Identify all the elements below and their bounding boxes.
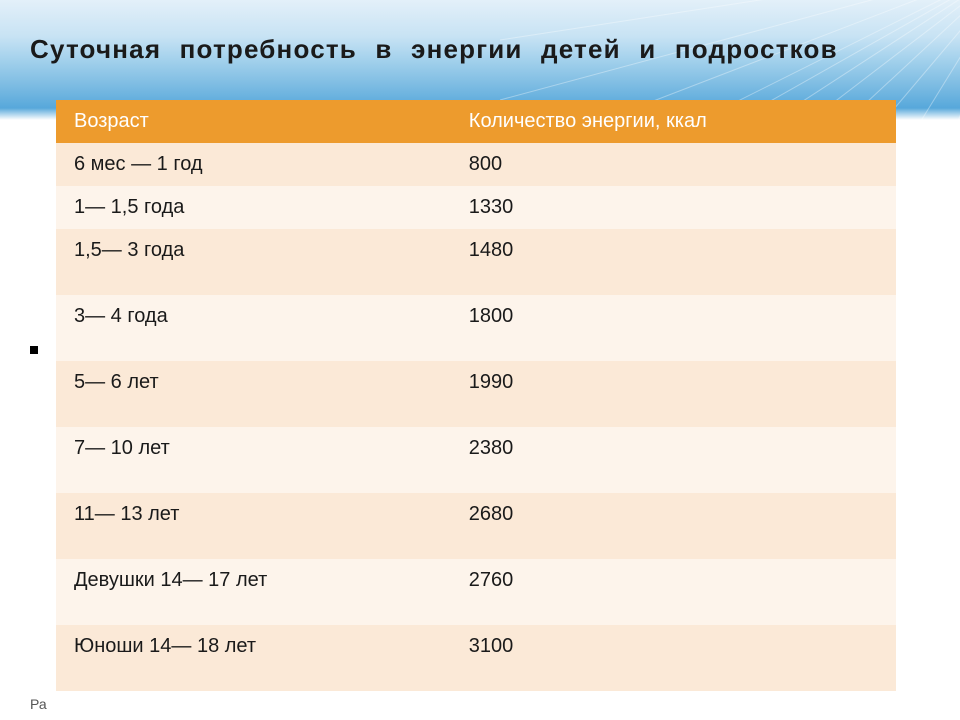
cell-age: Юноши 14— 18 лет [56, 625, 451, 691]
cell-age: 1— 1,5 года [56, 186, 451, 229]
cell-kcal: 1330 [451, 186, 896, 229]
table-row: 11— 13 лет2680 [56, 493, 896, 559]
table-row: Девушки 14— 17 лет2760 [56, 559, 896, 625]
energy-requirements-table: Возраст Количество энергии, ккал 6 мес —… [56, 100, 896, 691]
cell-age: 3— 4 года [56, 295, 451, 361]
cell-age: 5— 6 лет [56, 361, 451, 427]
table-header-row: Возраст Количество энергии, ккал [56, 100, 896, 143]
cell-kcal: 3100 [451, 625, 896, 691]
footer-fragment: Ра [30, 696, 47, 712]
table-row: 6 мес — 1 год800 [56, 143, 896, 186]
cell-age: Девушки 14— 17 лет [56, 559, 451, 625]
cell-kcal: 2760 [451, 559, 896, 625]
table-row: Юноши 14— 18 лет3100 [56, 625, 896, 691]
cell-age: 11— 13 лет [56, 493, 451, 559]
table-row: 7— 10 лет2380 [56, 427, 896, 493]
table-row: 3— 4 года1800 [56, 295, 896, 361]
table-row: 1,5— 3 года1480 [56, 229, 896, 295]
table-row: 5— 6 лет1990 [56, 361, 896, 427]
cell-kcal: 1800 [451, 295, 896, 361]
cell-age: 6 мес — 1 год [56, 143, 451, 186]
col-header-age: Возраст [56, 100, 451, 143]
page-title: Суточная потребность в энергии детей и п… [30, 34, 930, 65]
col-header-kcal: Количество энергии, ккал [451, 100, 896, 143]
cell-kcal: 1990 [451, 361, 896, 427]
cell-age: 7— 10 лет [56, 427, 451, 493]
bullet-marker [30, 346, 38, 354]
cell-kcal: 1480 [451, 229, 896, 295]
table-row: 1— 1,5 года1330 [56, 186, 896, 229]
cell-kcal: 800 [451, 143, 896, 186]
cell-kcal: 2380 [451, 427, 896, 493]
cell-age: 1,5— 3 года [56, 229, 451, 295]
cell-kcal: 2680 [451, 493, 896, 559]
